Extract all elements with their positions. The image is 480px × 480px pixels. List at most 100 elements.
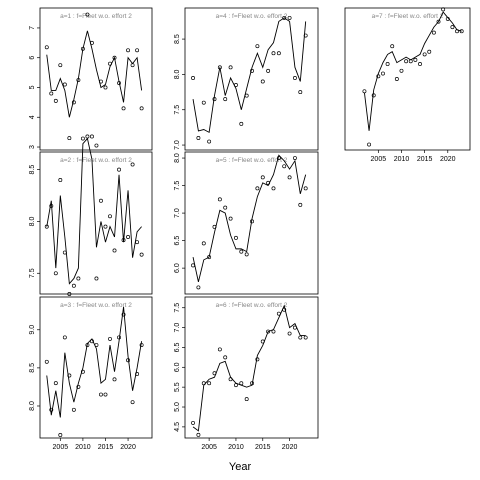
- fitted-line: [46, 306, 143, 418]
- observed-point: [126, 48, 131, 53]
- observed-point: [422, 52, 427, 57]
- x-tick-label: 2020: [282, 444, 298, 451]
- observed-point: [103, 85, 108, 90]
- observed-point: [303, 186, 308, 191]
- y-tick-label: 7.5: [29, 268, 36, 278]
- observed-point: [381, 71, 385, 76]
- panel-title: a=5 : f=Fleet w.o. effort 2: [216, 157, 288, 164]
- observed-point: [223, 97, 228, 102]
- observed-point: [49, 91, 54, 96]
- y-tick-label: 8.0: [174, 69, 181, 79]
- x-tick-label: 2010: [394, 156, 410, 163]
- observed-point: [85, 12, 90, 17]
- observed-point: [260, 79, 265, 84]
- x-tick-label: 2005: [371, 156, 387, 163]
- observed-point: [99, 392, 103, 397]
- observed-point: [191, 75, 195, 80]
- observed-point: [385, 62, 390, 66]
- y-tick-label: 9.0: [29, 325, 36, 335]
- panel-title: a=4 : f=Fleet w.o. effort 2: [216, 13, 288, 20]
- y-tick-label: 6.5: [174, 342, 181, 352]
- observed-point: [233, 235, 238, 240]
- observed-point: [62, 335, 67, 340]
- observed-point: [228, 65, 233, 70]
- x-tick-label: 2015: [255, 444, 271, 451]
- observed-point: [298, 90, 303, 95]
- observed-point: [53, 271, 58, 276]
- observed-point: [271, 51, 276, 56]
- x-tick-label: 2015: [417, 156, 433, 163]
- panel-title: a=3 : f=Fleet w.o. effort 2: [60, 302, 132, 309]
- panel-frame: [39, 7, 153, 151]
- observed-point: [103, 224, 108, 229]
- y-tick-label: 7: [29, 26, 36, 30]
- y-tick-label: 5.5: [174, 382, 181, 392]
- observed-point: [450, 25, 455, 30]
- y-tick-label: 7.0: [174, 323, 181, 333]
- observed-point: [135, 48, 140, 53]
- observed-point: [126, 235, 131, 239]
- observed-point: [103, 392, 108, 397]
- observed-point: [135, 240, 140, 245]
- observed-point: [196, 285, 201, 290]
- observed-point: [367, 142, 372, 147]
- panel-title: a=1 : f=Fleet w.o. effort 2: [60, 13, 132, 20]
- observed-point: [287, 331, 292, 336]
- observed-point: [266, 68, 271, 73]
- observed-point: [292, 75, 297, 80]
- observed-point: [53, 381, 58, 386]
- observed-point: [58, 178, 63, 182]
- observed-point: [427, 49, 432, 54]
- observed-point: [292, 156, 297, 161]
- observed-point: [76, 276, 81, 281]
- y-tick-label: 7.5: [174, 105, 181, 115]
- observed-point: [207, 139, 212, 144]
- panel-title: a=2 : f=Fleet w.o. effort 2: [60, 157, 132, 164]
- observed-point: [121, 106, 126, 111]
- observed-point: [80, 136, 85, 141]
- observed-point: [266, 329, 271, 334]
- observed-point: [121, 312, 126, 317]
- observed-point: [282, 164, 287, 169]
- observed-point: [276, 51, 281, 56]
- y-tick-label: 8.5: [29, 363, 36, 373]
- y-tick-label: 8.0: [29, 401, 36, 411]
- x-tick-label: 2020: [440, 156, 456, 163]
- y-tick-label: 6.0: [174, 362, 181, 372]
- y-tick-label: 6.5: [174, 236, 181, 246]
- observed-point: [244, 252, 249, 257]
- observed-point: [413, 57, 418, 62]
- fitted-line: [192, 154, 307, 282]
- x-tick-label: 2005: [201, 444, 217, 451]
- panel-title: a=7 : f=Fleet w.o. effort 2: [372, 13, 444, 20]
- x-axis-label: Year: [229, 461, 252, 473]
- observed-point: [287, 175, 292, 180]
- observed-point: [58, 433, 63, 437]
- observed-point: [228, 216, 233, 221]
- panel-frame: [39, 296, 153, 439]
- observed-point: [282, 15, 287, 20]
- fitted-line: [363, 11, 462, 131]
- x-tick-label: 2005: [53, 444, 69, 451]
- observed-point: [250, 68, 254, 73]
- observed-point: [130, 400, 135, 405]
- observed-point: [94, 143, 99, 148]
- observed-point: [404, 59, 409, 64]
- x-tick-label: 2020: [120, 444, 136, 451]
- fitted-line: [192, 304, 306, 432]
- observed-point: [223, 355, 228, 360]
- observed-point: [58, 63, 63, 68]
- y-tick-label: 8.0: [29, 216, 36, 226]
- fitted-line: [46, 30, 143, 118]
- y-tick-label: 7.5: [174, 181, 181, 191]
- observed-point: [85, 134, 90, 139]
- y-tick-label: 3: [29, 145, 36, 149]
- observed-point: [89, 134, 94, 139]
- observed-point: [418, 62, 422, 66]
- observed-point: [76, 384, 81, 389]
- observed-point: [191, 420, 195, 425]
- observed-point: [108, 336, 112, 341]
- observed-point: [436, 19, 441, 24]
- observed-point: [112, 377, 117, 382]
